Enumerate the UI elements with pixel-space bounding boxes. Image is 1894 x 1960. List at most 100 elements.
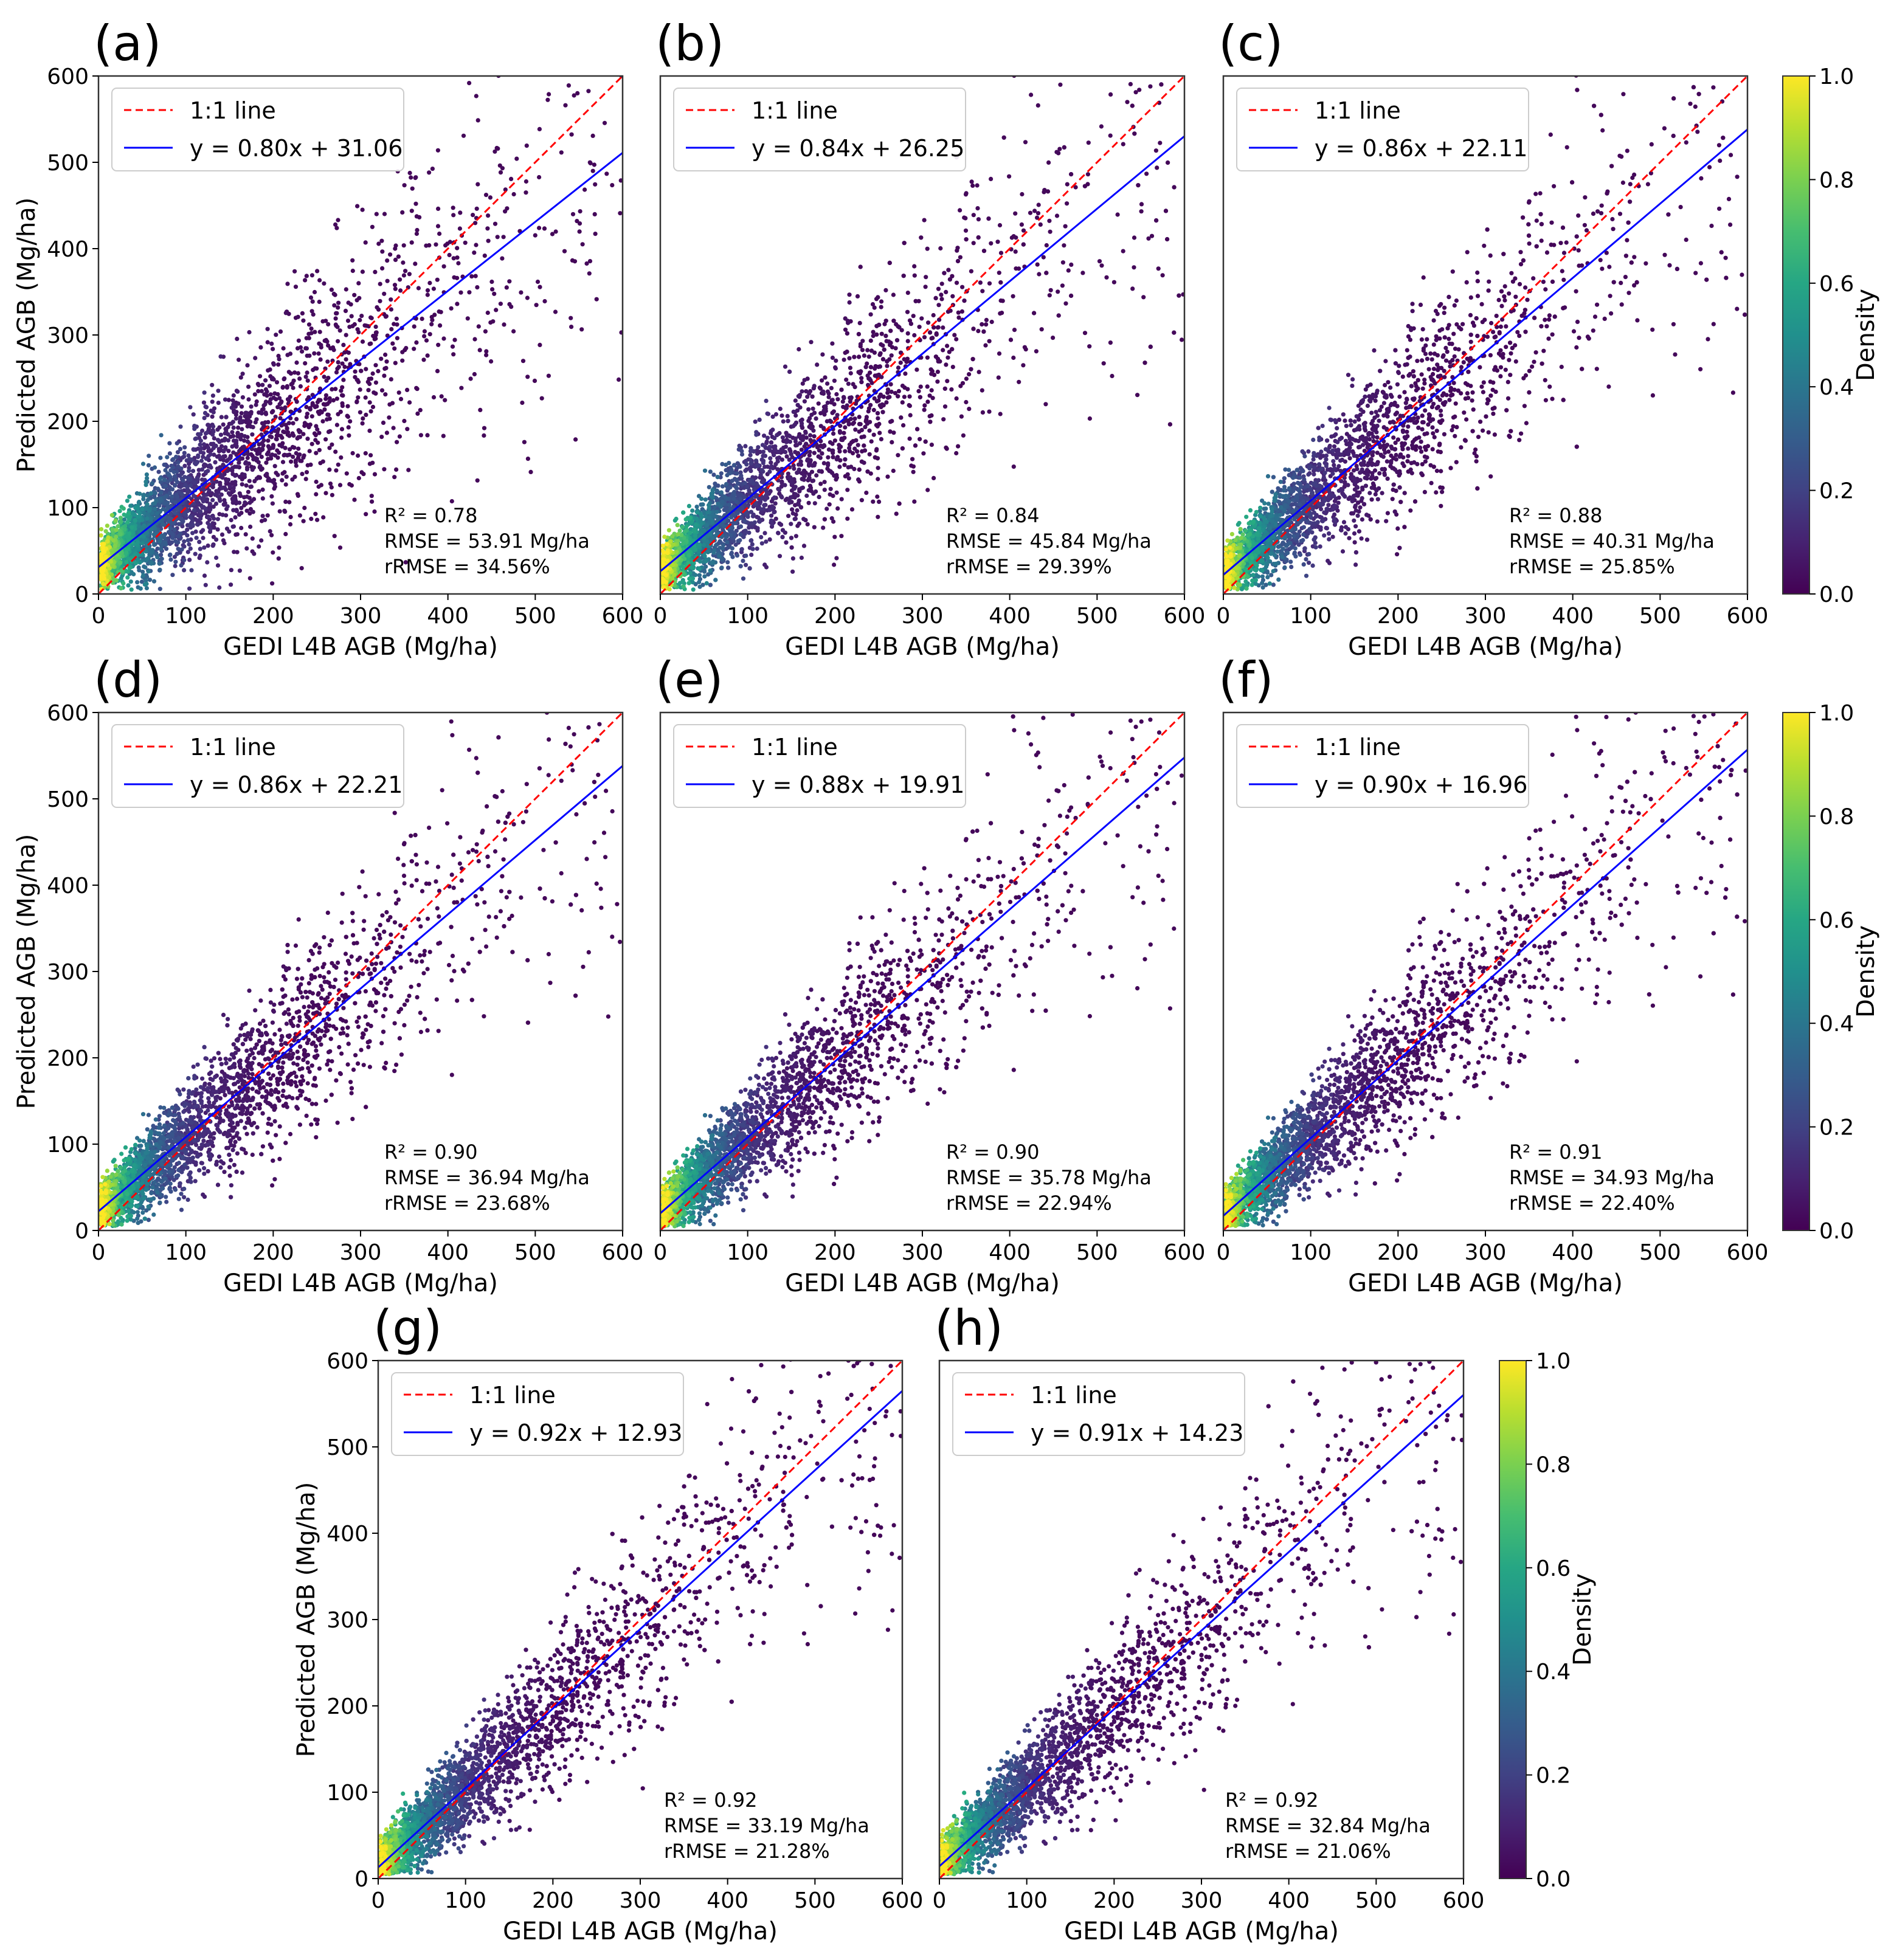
scatter-point: [987, 409, 992, 414]
scatter-point: [845, 516, 850, 521]
scatter-point: [473, 221, 478, 226]
scatter-point: [216, 388, 221, 393]
scatter-point: [950, 294, 955, 298]
scatter-point: [309, 326, 314, 331]
scatter-point: [916, 388, 921, 394]
scatter-point: [144, 585, 149, 591]
scatter-point: [1062, 145, 1066, 150]
scatter-point: [809, 469, 815, 474]
scatter-point: [359, 314, 364, 319]
scatter-point: [1056, 313, 1061, 318]
scatter-point: [137, 500, 142, 505]
scatter-point: [792, 466, 797, 471]
scatter-point: [471, 213, 475, 218]
scatter-point: [987, 339, 992, 343]
scatter-point: [491, 319, 496, 324]
scatter-point: [941, 348, 945, 353]
scatter-point: [398, 396, 404, 402]
scatter-point: [467, 81, 472, 86]
scatter-point: [822, 488, 827, 492]
scatter-point: [243, 410, 248, 415]
scatter-point: [741, 576, 746, 581]
scatter-point: [590, 133, 595, 138]
scatter-point: [373, 380, 379, 385]
scatter-point: [797, 521, 801, 526]
scatter-point: [754, 458, 759, 463]
scatter-point: [211, 429, 216, 434]
scatter-point: [249, 411, 254, 416]
scatter-point: [858, 264, 863, 269]
scatter-point: [797, 462, 801, 467]
scatter-point: [482, 254, 487, 258]
scatter-point: [1069, 262, 1074, 267]
scatter-point: [913, 298, 918, 303]
scatter-point: [260, 514, 265, 519]
scatter-point: [941, 325, 945, 330]
scatter-point: [1021, 363, 1026, 368]
scatter-point: [378, 281, 382, 286]
scatter-point: [768, 431, 773, 436]
scatter-point: [798, 459, 803, 464]
scatter-point: [161, 533, 166, 538]
scatter-point: [414, 385, 419, 390]
scatter-point: [1057, 147, 1062, 151]
scatter-point: [295, 346, 300, 351]
scatter-point: [193, 551, 198, 556]
scatter-point: [770, 522, 775, 526]
scatter-point: [155, 554, 160, 560]
scatter-point: [393, 243, 398, 248]
scatter-point: [874, 447, 879, 452]
scatter-point: [414, 340, 419, 345]
scatter-point: [619, 330, 623, 335]
scatter-point: [537, 285, 542, 289]
scatter-point: [847, 300, 852, 305]
scatter-point: [793, 398, 798, 403]
scatter-point: [828, 492, 832, 497]
scatter-point: [726, 565, 731, 570]
scatter-point: [384, 430, 390, 435]
scatter-point: [1058, 82, 1063, 87]
scatter-point: [810, 394, 815, 399]
scatter-point: [202, 545, 207, 550]
scatter-point: [207, 463, 212, 468]
scatter-point: [322, 281, 327, 286]
scatter-point: [278, 433, 283, 438]
scatter-point: [474, 94, 479, 98]
scatter-point: [226, 449, 231, 454]
scatter-point: [223, 488, 229, 492]
scatter-point: [176, 522, 181, 526]
scatter-point: [964, 376, 969, 381]
scatter-point: [226, 432, 230, 437]
scatter-point: [887, 395, 892, 399]
scatter-point: [929, 371, 934, 376]
scatter-point: [830, 398, 835, 402]
scatter-point: [327, 468, 332, 472]
scatter-point: [907, 437, 912, 441]
scatter-point: [888, 419, 893, 424]
scatter-point: [842, 463, 847, 468]
scatter-point: [380, 266, 385, 271]
scatter-point: [358, 410, 363, 415]
scatter-point: [340, 404, 345, 409]
scatter-point: [202, 464, 207, 469]
scatter-point: [877, 322, 882, 327]
scatter-point: [135, 540, 140, 545]
scatter-point: [313, 511, 318, 516]
scatter-point: [145, 512, 150, 517]
scatter-point: [280, 444, 285, 449]
scatter-point: [109, 512, 114, 517]
scatter-point: [435, 148, 441, 153]
scatter-point: [1104, 275, 1109, 280]
scatter-point: [511, 192, 516, 197]
scatter-point: [381, 420, 386, 426]
scatter-point: [780, 435, 785, 440]
scatter-point: [1063, 224, 1068, 229]
scatter-point: [762, 464, 767, 469]
scatter-point: [143, 565, 148, 570]
scatter-point: [291, 378, 296, 383]
scatter-point: [161, 522, 165, 527]
scatter-point: [872, 396, 877, 401]
scatter-point: [981, 249, 987, 254]
scatter-point: [917, 325, 922, 330]
scatter-point: [584, 261, 589, 266]
